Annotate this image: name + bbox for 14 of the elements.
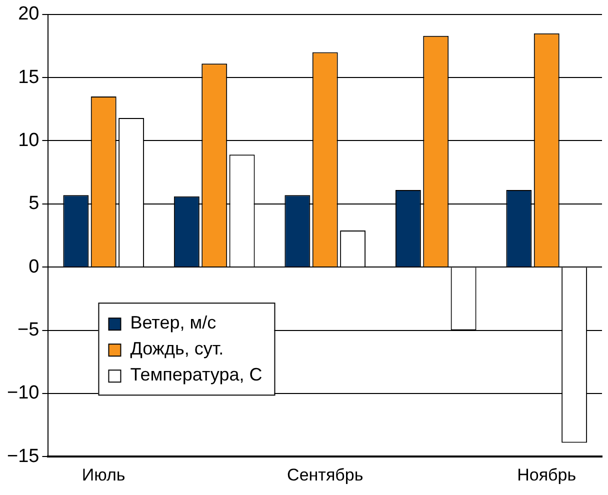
legend-label: Температура, С [130,364,262,385]
x-tick-label: Сентябрь [287,465,364,484]
y-tick-label: −15 [6,446,40,467]
y-tick-label: 5 [28,193,40,214]
legend-label: Дождь, сут. [130,338,224,359]
x-tick-label: Ноябрь [517,465,576,484]
y-tick-label: 20 [18,4,40,25]
y-tick-label: 0 [28,256,40,278]
legend-label: Ветер, м/с [130,312,216,333]
y-tick-label: 15 [18,66,40,88]
y-tick-label: −5 [18,319,40,340]
y-tick-label: −10 [6,382,40,404]
y-tick-label: 10 [18,130,40,151]
x-tick-label: Июль [82,465,126,484]
